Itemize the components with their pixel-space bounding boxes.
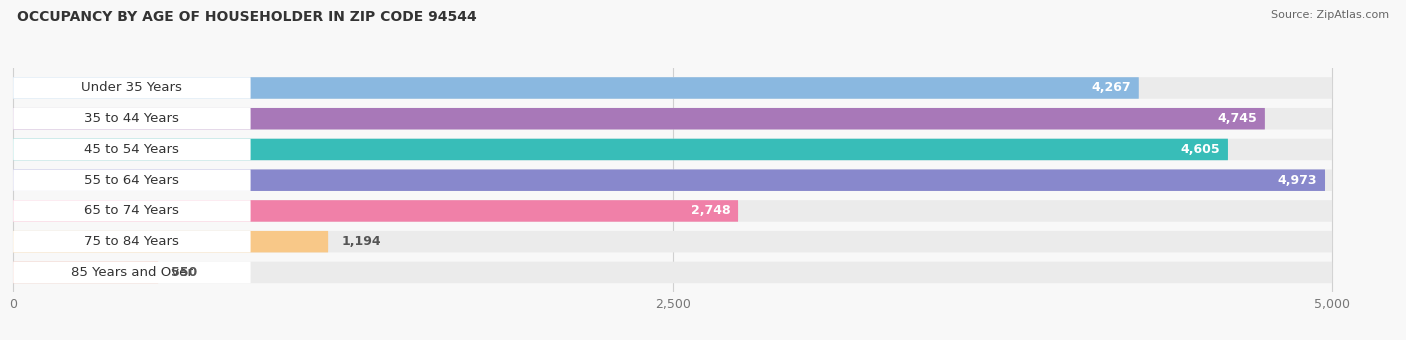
Text: Source: ZipAtlas.com: Source: ZipAtlas.com: [1271, 10, 1389, 20]
FancyBboxPatch shape: [13, 139, 1227, 160]
Text: 65 to 74 Years: 65 to 74 Years: [84, 204, 180, 218]
FancyBboxPatch shape: [13, 77, 250, 99]
Text: 2,748: 2,748: [690, 204, 730, 218]
FancyBboxPatch shape: [13, 139, 1331, 160]
FancyBboxPatch shape: [13, 262, 1331, 283]
Text: Under 35 Years: Under 35 Years: [82, 82, 183, 95]
Text: 4,267: 4,267: [1091, 82, 1130, 95]
Text: 85 Years and Over: 85 Years and Over: [70, 266, 193, 279]
FancyBboxPatch shape: [13, 169, 250, 191]
Text: 4,745: 4,745: [1218, 112, 1257, 125]
FancyBboxPatch shape: [13, 262, 250, 283]
FancyBboxPatch shape: [13, 108, 250, 130]
FancyBboxPatch shape: [13, 200, 738, 222]
Text: 1,194: 1,194: [342, 235, 381, 248]
Text: OCCUPANCY BY AGE OF HOUSEHOLDER IN ZIP CODE 94544: OCCUPANCY BY AGE OF HOUSEHOLDER IN ZIP C…: [17, 10, 477, 24]
FancyBboxPatch shape: [13, 108, 1265, 130]
FancyBboxPatch shape: [13, 77, 1331, 99]
Text: 55 to 64 Years: 55 to 64 Years: [84, 174, 180, 187]
FancyBboxPatch shape: [13, 169, 1331, 191]
Text: 4,973: 4,973: [1278, 174, 1317, 187]
FancyBboxPatch shape: [13, 200, 250, 222]
FancyBboxPatch shape: [13, 169, 1324, 191]
Text: 75 to 84 Years: 75 to 84 Years: [84, 235, 180, 248]
Text: 45 to 54 Years: 45 to 54 Years: [84, 143, 180, 156]
FancyBboxPatch shape: [13, 231, 250, 252]
FancyBboxPatch shape: [13, 231, 328, 252]
Text: 35 to 44 Years: 35 to 44 Years: [84, 112, 180, 125]
FancyBboxPatch shape: [13, 139, 250, 160]
FancyBboxPatch shape: [13, 77, 1139, 99]
FancyBboxPatch shape: [13, 231, 1331, 252]
Text: 4,605: 4,605: [1181, 143, 1220, 156]
FancyBboxPatch shape: [13, 262, 159, 283]
FancyBboxPatch shape: [13, 200, 1331, 222]
FancyBboxPatch shape: [13, 108, 1331, 130]
Text: 550: 550: [172, 266, 198, 279]
